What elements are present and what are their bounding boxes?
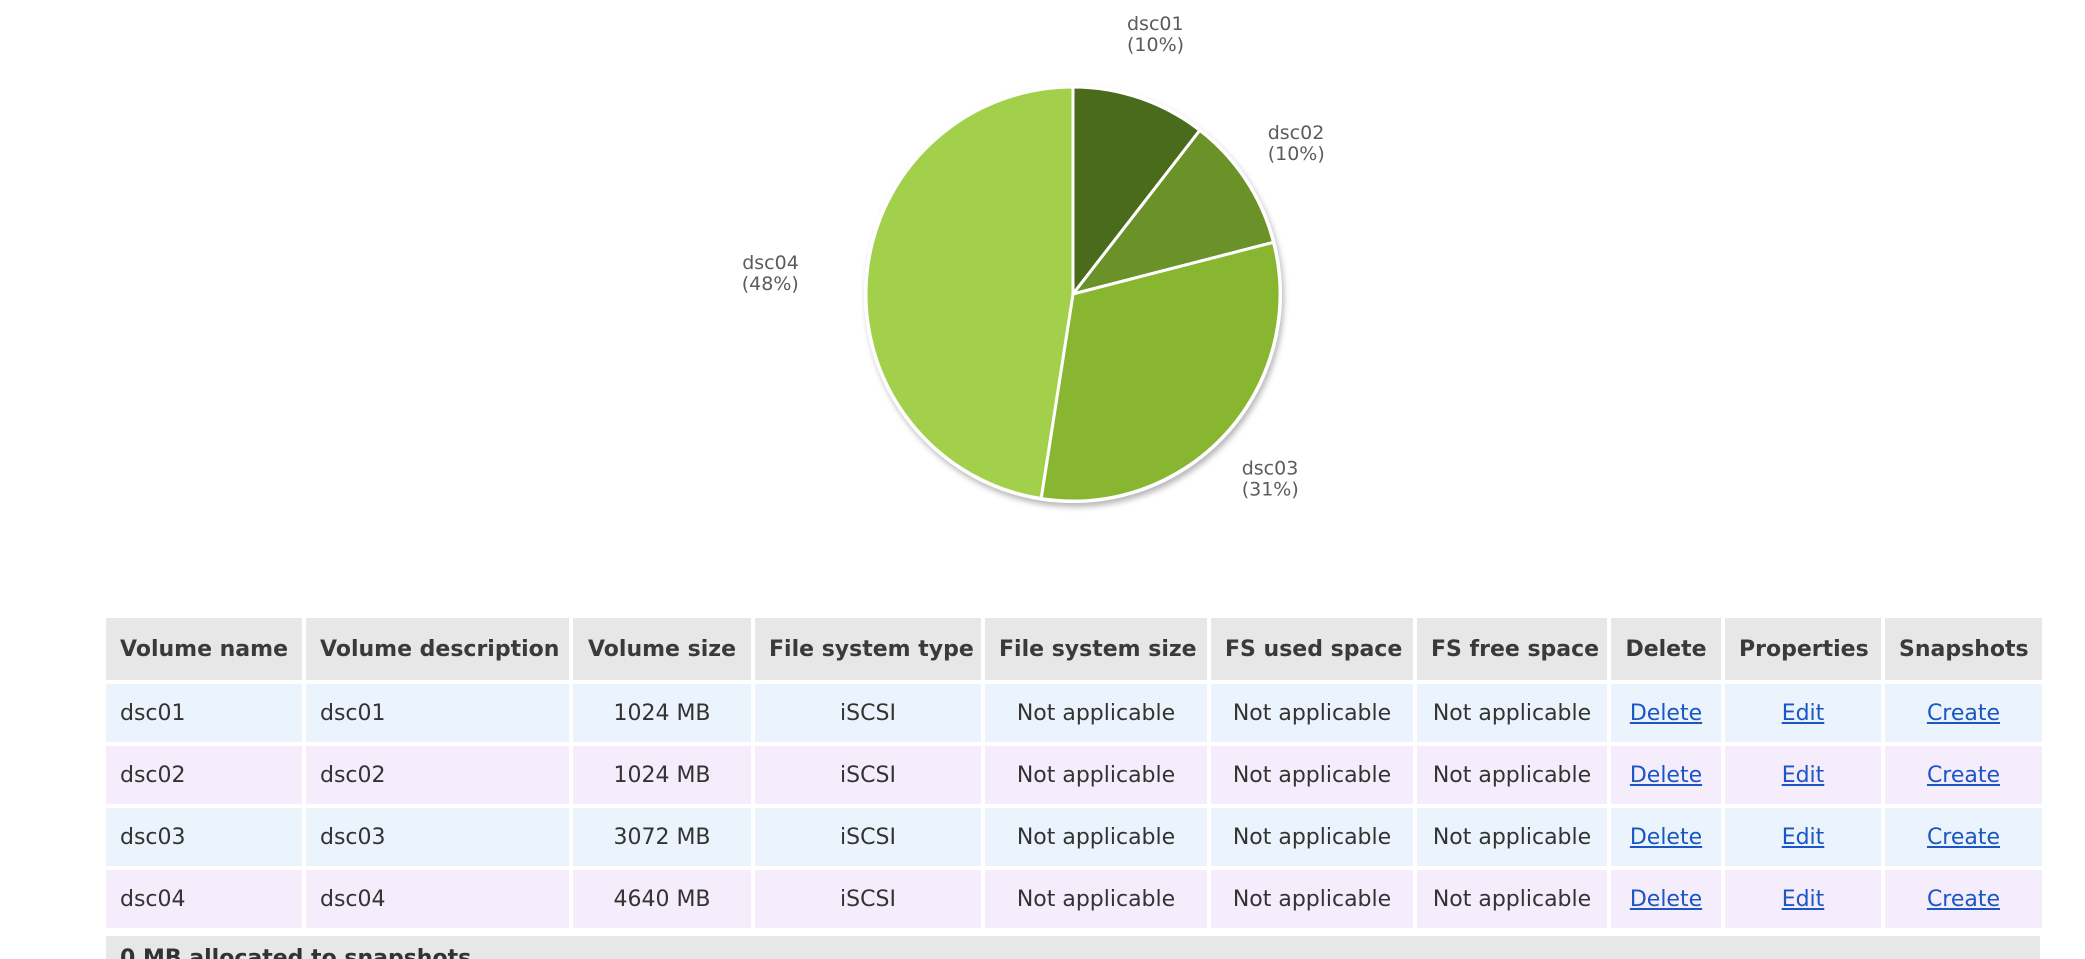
volume-size-cell: 1024 MB — [573, 746, 751, 804]
column-header-file-system-type[interactable]: File system type — [755, 618, 981, 680]
snapshots-cell: Create — [1885, 684, 2042, 742]
fs-free-space-cell: Not applicable — [1417, 808, 1607, 866]
properties-cell: Edit — [1725, 684, 1881, 742]
delete-cell: Delete — [1611, 746, 1721, 804]
fs-used-space-cell: Not applicable — [1211, 746, 1413, 804]
pie-slice-label: dsc04 — [742, 252, 799, 274]
fs-free-space-cell: Not applicable — [1417, 684, 1607, 742]
volume-description-cell: dsc01 — [306, 684, 569, 742]
fs-free-space-cell: Not applicable — [1417, 746, 1607, 804]
properties-cell: Edit — [1725, 808, 1881, 866]
volumes-table: Volume name Volume description Volume si… — [102, 614, 2046, 932]
volume-name-cell: dsc04 — [106, 870, 302, 928]
fs-used-space-cell: Not applicable — [1211, 808, 1413, 866]
delete-cell: Delete — [1611, 870, 1721, 928]
pie-slice-percent-label: (48%) — [742, 273, 799, 295]
volume-size-cell: 4640 MB — [573, 870, 751, 928]
delete-link[interactable]: Delete — [1629, 886, 1703, 912]
fs-free-space-cell: Not applicable — [1417, 870, 1607, 928]
volume-name-cell: dsc01 — [106, 684, 302, 742]
create-snapshot-link[interactable]: Create — [1926, 700, 2001, 726]
pie-slice-dsc03 — [1039, 240, 1282, 503]
pie-slices — [864, 85, 1282, 503]
column-header-snapshots: Snapshots — [1885, 618, 2042, 680]
volume-description-cell: dsc02 — [306, 746, 569, 804]
create-snapshot-link[interactable]: Create — [1926, 886, 2001, 912]
properties-cell: Edit — [1725, 870, 1881, 928]
file-system-size-cell: Not applicable — [985, 684, 1207, 742]
delete-cell: Delete — [1611, 684, 1721, 742]
column-header-fs-used-space[interactable]: FS used space — [1211, 618, 1413, 680]
file-system-size-cell: Not applicable — [985, 808, 1207, 866]
volume-size-cell: 1024 MB — [573, 684, 751, 742]
column-header-properties: Properties — [1725, 618, 1881, 680]
file-system-size-cell: Not applicable — [985, 746, 1207, 804]
delete-link[interactable]: Delete — [1629, 824, 1703, 850]
pie-slice-percent-label: (10%) — [1268, 143, 1325, 165]
volume-description-cell: dsc04 — [306, 870, 569, 928]
column-header-volume-size[interactable]: Volume size — [573, 618, 751, 680]
edit-link[interactable]: Edit — [1781, 824, 1825, 850]
column-header-fs-free-space[interactable]: FS free space — [1417, 618, 1607, 680]
pie-slice-percent-label: (31%) — [1242, 479, 1299, 501]
column-header-file-system-size[interactable]: File system size — [985, 618, 1207, 680]
table-row: dsc03 dsc03 3072 MB iSCSI Not applicable… — [106, 808, 2042, 866]
pie-slice-dsc04 — [864, 85, 1075, 501]
volume-name-cell: dsc02 — [106, 746, 302, 804]
properties-cell: Edit — [1725, 746, 1881, 804]
fs-used-space-cell: Not applicable — [1211, 684, 1413, 742]
snapshots-cell: Create — [1885, 808, 2042, 866]
delete-link[interactable]: Delete — [1629, 762, 1703, 788]
create-snapshot-link[interactable]: Create — [1926, 762, 2001, 788]
snapshots-cell: Create — [1885, 870, 2042, 928]
pie-slice-label: dsc03 — [1242, 458, 1299, 480]
file-system-type-cell: iSCSI — [755, 870, 981, 928]
pie-slice-label: dsc01 — [1127, 13, 1184, 35]
edit-link[interactable]: Edit — [1781, 886, 1825, 912]
pie-slice-dsc01 — [1071, 85, 1202, 299]
file-system-type-cell: iSCSI — [755, 684, 981, 742]
column-header-volume-description[interactable]: Volume description — [306, 618, 569, 680]
pie-labels: dsc01(10%)dsc02(10%)dsc03(31%)dsc04(48%) — [742, 13, 1325, 501]
snapshot-allocation-summary: 0 MB allocated to snapshots — [106, 936, 2040, 959]
table-row: dsc01 dsc01 1024 MB iSCSI Not applicable… — [106, 684, 2042, 742]
create-snapshot-link[interactable]: Create — [1926, 824, 2001, 850]
pie-slice-label: dsc02 — [1268, 122, 1325, 144]
file-system-type-cell: iSCSI — [755, 808, 981, 866]
file-system-type-cell: iSCSI — [755, 746, 981, 804]
table-row: dsc02 dsc02 1024 MB iSCSI Not applicable… — [106, 746, 2042, 804]
table-header-row: Volume name Volume description Volume si… — [106, 618, 2042, 680]
volume-name-cell: dsc03 — [106, 808, 302, 866]
delete-link[interactable]: Delete — [1629, 700, 1703, 726]
column-header-volume-name[interactable]: Volume name — [106, 618, 302, 680]
volume-size-cell: 3072 MB — [573, 808, 751, 866]
snapshots-cell: Create — [1885, 746, 2042, 804]
delete-cell: Delete — [1611, 808, 1721, 866]
edit-link[interactable]: Edit — [1781, 762, 1825, 788]
volume-usage-pie-chart: dsc01(10%)dsc02(10%)dsc03(31%)dsc04(48%) — [742, 13, 1325, 503]
table-row: dsc04 dsc04 4640 MB iSCSI Not applicable… — [106, 870, 2042, 928]
column-header-delete: Delete — [1611, 618, 1721, 680]
fs-used-space-cell: Not applicable — [1211, 870, 1413, 928]
volume-description-cell: dsc03 — [306, 808, 569, 866]
edit-link[interactable]: Edit — [1781, 700, 1825, 726]
pie-slice-dsc02 — [1069, 128, 1276, 297]
file-system-size-cell: Not applicable — [985, 870, 1207, 928]
pie-slice-percent-label: (10%) — [1127, 34, 1184, 56]
